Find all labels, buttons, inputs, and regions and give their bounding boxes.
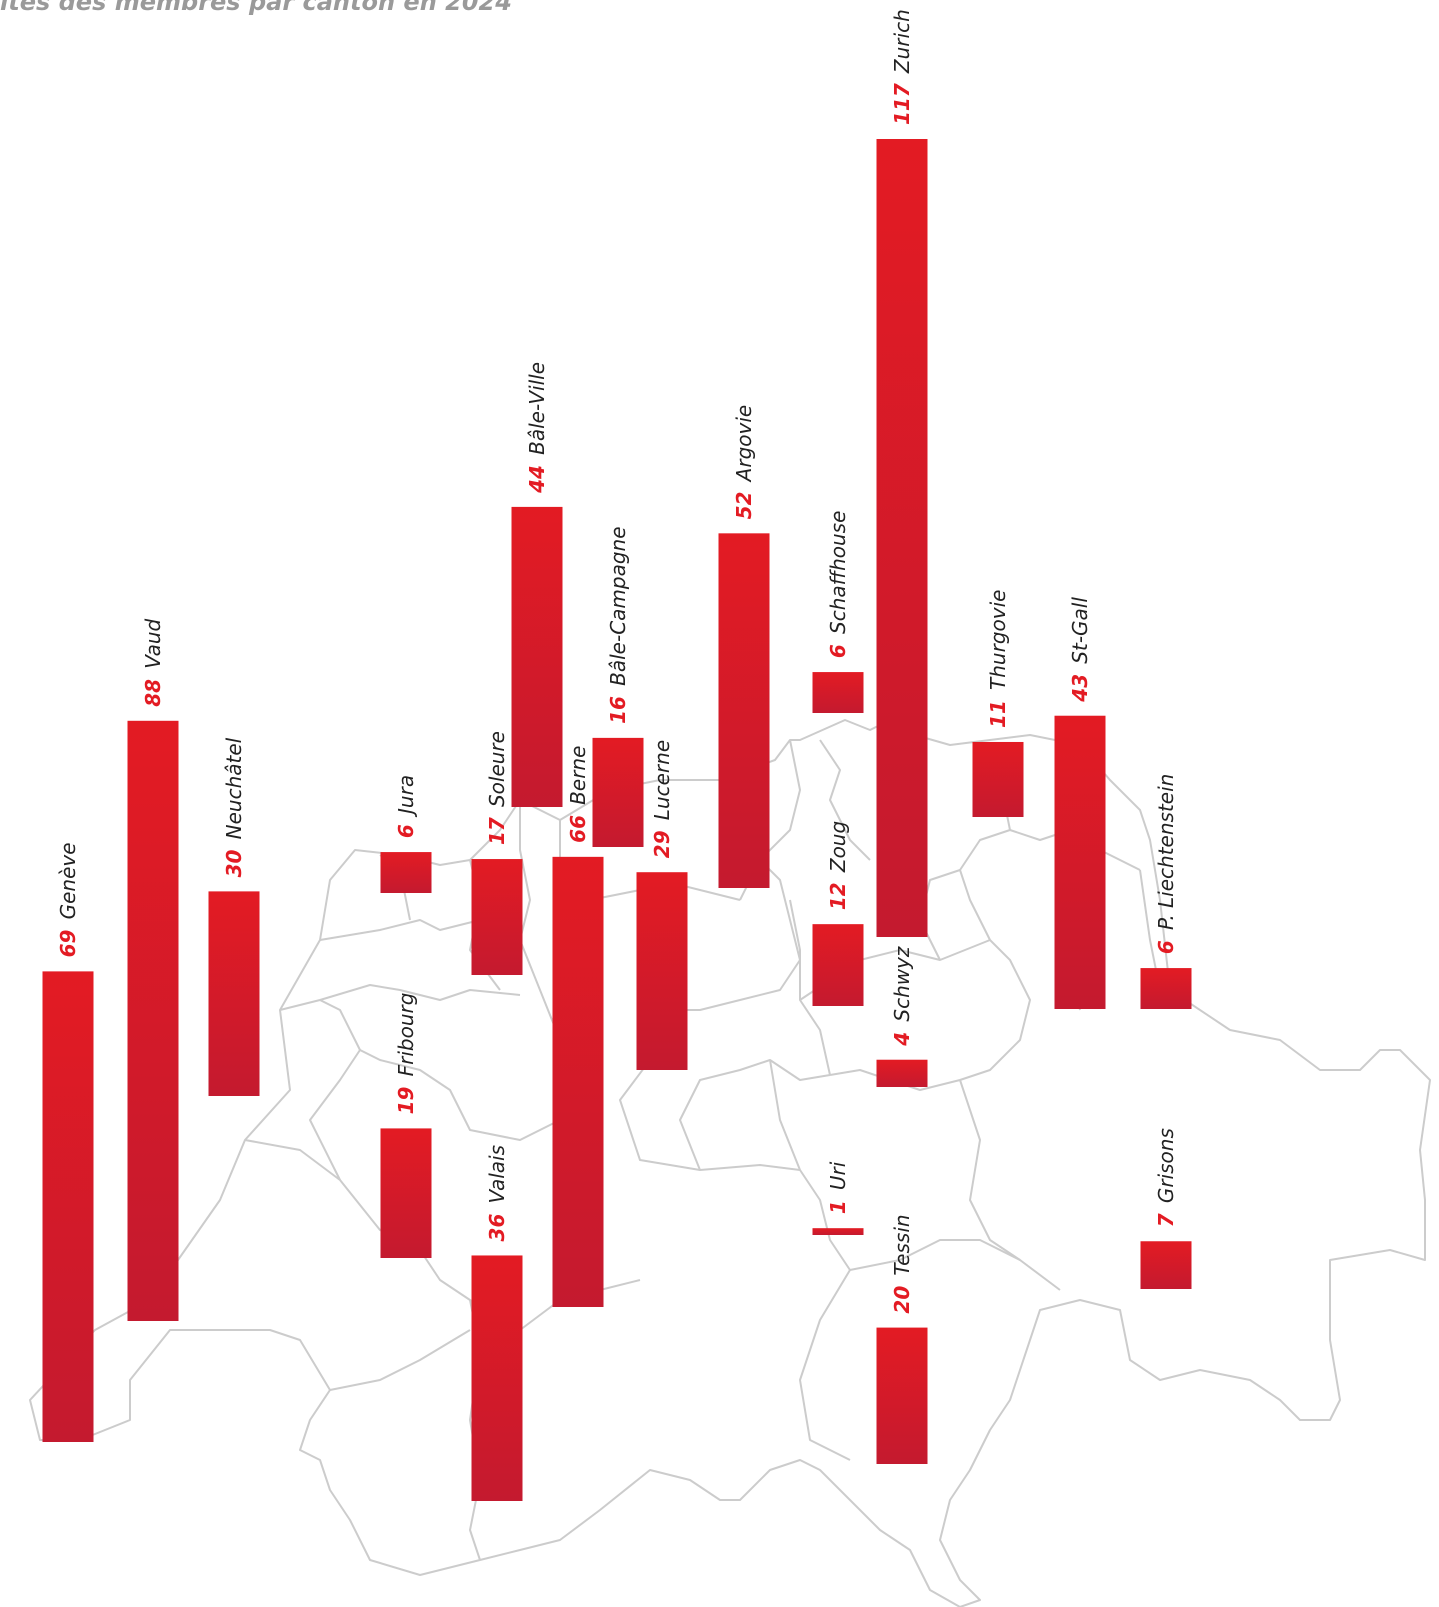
bar-fribourg (380, 1128, 432, 1258)
canton-label-lucerne: Lucerne (650, 740, 674, 820)
value-label-tessin: 20 (890, 1286, 914, 1314)
bar-label-neuchatel: 30 Neuchâtel (222, 737, 246, 877)
canton-label-schaffhouse: Schaffhouse (826, 511, 850, 634)
bar-label-berne: 66 Berne (566, 746, 590, 843)
bar-zurich (876, 139, 928, 937)
bar-label-zoug: 12 Zoug (826, 821, 850, 910)
bar-tessin (876, 1327, 928, 1464)
canton-label-schwyz: Schwyz (890, 946, 914, 1022)
bar-p-liechtenstein (1140, 968, 1192, 1009)
value-label-vaud: 88 (141, 679, 165, 707)
bar-zoug (812, 924, 864, 1006)
canton-label-bale-ville: Bâle-Ville (525, 362, 549, 455)
bar-label-schwyz: 4 Schwyz (890, 946, 914, 1047)
bar-label-st-gall: 43 St-Gall (1068, 597, 1092, 703)
canton-label-tessin: Tessin (890, 1214, 914, 1275)
bar-st-gall (1054, 715, 1106, 1009)
canton-label-st-gall: St-Gall (1068, 597, 1092, 664)
bar-grisons (1140, 1241, 1192, 1289)
bar-bale-campagne (592, 737, 644, 847)
bar-label-geneve: 69 Genève (56, 842, 80, 957)
bar-label-fribourg: 19 Fribourg (394, 993, 418, 1115)
canton-label-vaud: Vaud (141, 618, 165, 668)
bar-jura (380, 852, 432, 893)
bar-lucerne (636, 872, 688, 1070)
bar-berne (552, 856, 604, 1307)
canton-label-grisons: Grisons (1154, 1128, 1178, 1203)
labels-layer: 69 Genève 88 Vaud 30 Neuchâtel 6 Jura 19 Fri… (56, 9, 1178, 1313)
canton-label-fribourg: Fribourg (394, 993, 418, 1077)
bar-label-bale-ville: 44 Bâle-Ville (525, 362, 549, 494)
bar-label-grisons: 7 Grisons (1154, 1128, 1178, 1227)
bar-schwyz (876, 1059, 928, 1087)
value-label-neuchatel: 30 (222, 849, 246, 877)
canton-label-argovie: Argovie (732, 405, 756, 484)
bar-label-uri: 1 Uri (826, 1161, 850, 1214)
value-label-p-liechtenstein: 6 (1154, 940, 1178, 954)
value-label-thurgovie: 11 (986, 700, 1010, 728)
value-label-zurich: 117 (890, 83, 914, 125)
bar-label-p-liechtenstein: 6 P. Liechtenstein (1154, 774, 1178, 954)
canton-label-neuchatel: Neuchâtel (222, 737, 246, 839)
bar-label-vaud: 88 Vaud (141, 618, 165, 706)
bar-neuchatel (208, 891, 260, 1096)
value-label-bale-campagne: 16 (606, 696, 630, 724)
bar-label-tessin: 20 Tessin (890, 1214, 914, 1313)
value-label-geneve: 69 (56, 929, 80, 957)
value-label-fribourg: 19 (394, 1086, 418, 1114)
bar-label-jura: 6 Jura (394, 775, 418, 838)
canton-label-bale-campagne: Bâle-Campagne (606, 526, 630, 685)
bar-thurgovie (972, 741, 1024, 817)
value-label-bale-ville: 44 (525, 465, 549, 494)
bar-schaffhouse (812, 672, 864, 713)
bar-label-argovie: 52 Argovie (732, 405, 756, 520)
canton-label-zoug: Zoug (826, 821, 850, 873)
bar-valais (471, 1255, 523, 1501)
canton-label-zurich: Zurich (890, 9, 914, 74)
bars-layer (42, 139, 1192, 1501)
canton-label-soleure: Soleure (485, 731, 509, 807)
bar-label-valais: 36 Valais (485, 1145, 509, 1241)
canton-label-jura: Jura (394, 775, 418, 818)
value-label-argovie: 52 (732, 491, 756, 519)
canton-label-uri: Uri (826, 1161, 850, 1190)
value-label-berne: 66 (566, 815, 590, 843)
canton-label-thurgovie: Thurgovie (986, 590, 1010, 690)
bar-label-lucerne: 29 Lucerne (650, 740, 674, 858)
bar-label-soleure: 17 Soleure (485, 731, 509, 845)
bar-label-bale-campagne: 16 Bâle-Campagne (606, 526, 630, 723)
canton-label-geneve: Genève (56, 842, 80, 919)
bar-label-thurgovie: 11 Thurgovie (986, 590, 1010, 728)
bar-argovie (718, 533, 770, 888)
page-title: ités des membres par canton en 2024 (0, 0, 512, 16)
canton-label-berne: Berne (566, 746, 590, 805)
value-label-jura: 6 (394, 824, 418, 838)
canton-label-p-liechtenstein: P. Liechtenstein (1154, 774, 1178, 930)
value-label-schwyz: 4 (890, 1032, 914, 1047)
bar-vaud (127, 720, 179, 1321)
value-label-grisons: 7 (1154, 1213, 1178, 1227)
bar-label-zurich: 117 Zurich (890, 9, 914, 125)
value-label-st-gall: 43 (1068, 674, 1092, 703)
bar-soleure (471, 859, 523, 975)
bar-geneve (42, 971, 94, 1442)
value-label-lucerne: 29 (650, 830, 674, 858)
value-label-zoug: 12 (826, 882, 850, 910)
value-label-schaffhouse: 6 (826, 644, 850, 658)
bar-bale-ville (511, 506, 563, 807)
value-label-valais: 36 (485, 1214, 509, 1242)
value-label-uri: 1 (826, 1200, 850, 1214)
bar-uri (812, 1228, 864, 1235)
value-label-soleure: 17 (485, 817, 509, 845)
canton-label-valais: Valais (485, 1145, 509, 1203)
bar-label-schaffhouse: 6 Schaffhouse (826, 511, 850, 658)
